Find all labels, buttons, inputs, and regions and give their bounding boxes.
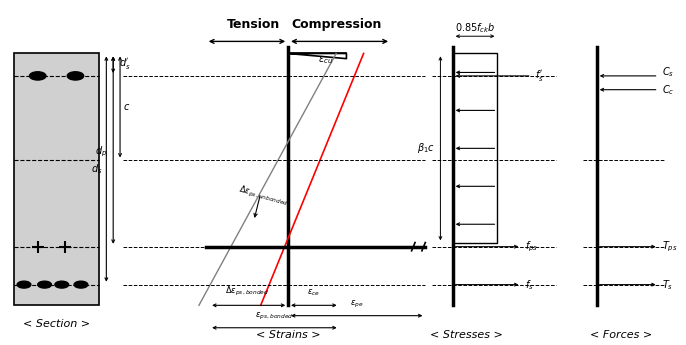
Text: Tension: Tension (227, 18, 281, 31)
Text: $c$: $c$ (123, 102, 131, 112)
Text: < Stresses >: < Stresses > (430, 330, 503, 339)
Circle shape (55, 281, 69, 288)
Text: < Forces >: < Forces > (590, 330, 652, 339)
Text: $d_p$: $d_p$ (95, 145, 107, 159)
Text: $f_{ps}$: $f_{ps}$ (525, 239, 538, 254)
Text: Compression: Compression (291, 18, 381, 31)
Text: < Strains >: < Strains > (256, 330, 320, 339)
Circle shape (17, 281, 31, 288)
Text: $\varepsilon_{pe}$: $\varepsilon_{pe}$ (350, 299, 364, 310)
Text: $f_s$: $f_s$ (525, 278, 534, 292)
Text: $T_{ps}$: $T_{ps}$ (662, 239, 678, 254)
Text: $f_s'$: $f_s'$ (535, 68, 544, 83)
Text: $\varepsilon_{ps,bonded}$: $\varepsilon_{ps,bonded}$ (255, 311, 294, 322)
Text: $C_s$: $C_s$ (662, 66, 674, 79)
Circle shape (29, 72, 46, 80)
Bar (453, 53, 497, 243)
Circle shape (74, 281, 88, 288)
Circle shape (38, 281, 51, 288)
Text: $\varepsilon_{cu}$: $\varepsilon_{cu}$ (318, 55, 333, 66)
Bar (14, 53, 99, 305)
Text: $\beta_1 c$: $\beta_1 c$ (418, 141, 436, 155)
Text: $C_c$: $C_c$ (662, 83, 674, 97)
Text: < Section >: < Section > (23, 319, 90, 329)
Text: $d_s'$: $d_s'$ (119, 56, 130, 71)
Text: $\Delta\varepsilon_{ps,unbonded}$: $\Delta\varepsilon_{ps,unbonded}$ (237, 184, 290, 210)
Text: $T_s$: $T_s$ (662, 278, 674, 292)
Circle shape (67, 72, 84, 80)
Text: $\varepsilon_{ce}$: $\varepsilon_{ce}$ (307, 288, 320, 298)
Text: $\Delta\varepsilon_{ps,bonded}$: $\Delta\varepsilon_{ps,bonded}$ (225, 285, 269, 298)
Text: $d_s$: $d_s$ (91, 162, 102, 176)
Text: $0.85f_{ck}b$: $0.85f_{ck}b$ (455, 21, 495, 34)
